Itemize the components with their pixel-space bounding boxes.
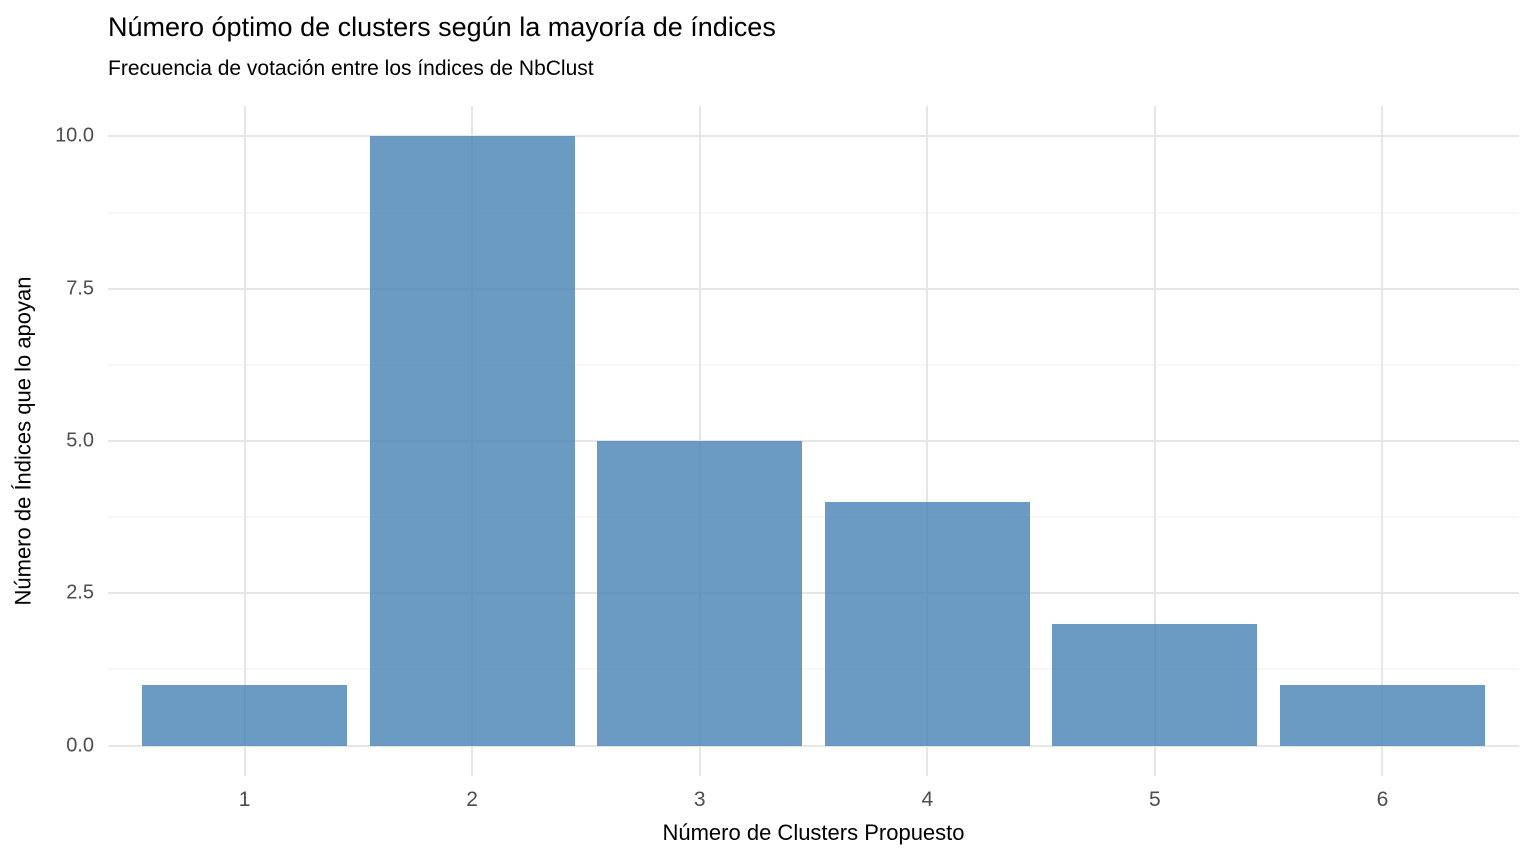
x-tick-label-2: 2 [466, 788, 478, 811]
x-tick-label-4: 4 [921, 788, 934, 811]
chart-subtitle: Frecuencia de votación entre los índices… [108, 57, 594, 80]
gridline-major-y-0 [108, 744, 1519, 747]
gridline-minor-y-3.75 [108, 516, 1519, 518]
bar-cluster-3 [597, 441, 803, 746]
gridline-major-x-1 [243, 106, 246, 776]
y-tick-label-5.0: 5.0 [66, 429, 94, 452]
y-tick-label-0.0: 0.0 [66, 734, 94, 757]
gridline-minor-y-6.25 [108, 364, 1519, 366]
bar-cluster-1 [142, 684, 347, 746]
bar-cluster-5 [1052, 623, 1258, 746]
x-tick-label-5: 5 [1149, 788, 1161, 811]
bar-cluster-2 [369, 136, 575, 746]
chart-title: Número óptimo de clusters según la mayor… [108, 12, 776, 42]
gridline-major-y-5 [108, 440, 1519, 442]
gridline-major-x-4 [926, 106, 929, 776]
gridline-minor-y-8.75 [108, 212, 1519, 214]
gridline-major-y-2.5 [108, 592, 1519, 595]
bar-cluster-4 [824, 501, 1030, 746]
gridline-major-y-7.5 [108, 287, 1519, 290]
x-tick-label-1: 1 [238, 788, 251, 811]
gridline-minor-y-1.25 [108, 668, 1519, 670]
y-axis-ticks: 0.0 2.5 5.0 7.5 10.0 [0, 106, 94, 776]
gridline-major-x-5 [1153, 106, 1156, 776]
x-axis-ticks: 1 2 3 4 5 6 [108, 776, 1519, 820]
y-tick-label-10.0: 10.0 [55, 124, 94, 147]
y-tick-label-2.5: 2.5 [66, 581, 94, 604]
x-tick-label-6: 6 [1376, 788, 1389, 811]
y-tick-label-7.5: 7.5 [66, 277, 94, 300]
x-tick-label-3: 3 [693, 788, 706, 811]
gridline-major-y-10 [108, 135, 1519, 138]
plot-panel [108, 106, 1519, 776]
gridline-major-x-6 [1381, 106, 1384, 776]
x-axis-title: Número de Clusters Propuesto [662, 820, 965, 845]
bar-cluster-6 [1280, 684, 1485, 746]
